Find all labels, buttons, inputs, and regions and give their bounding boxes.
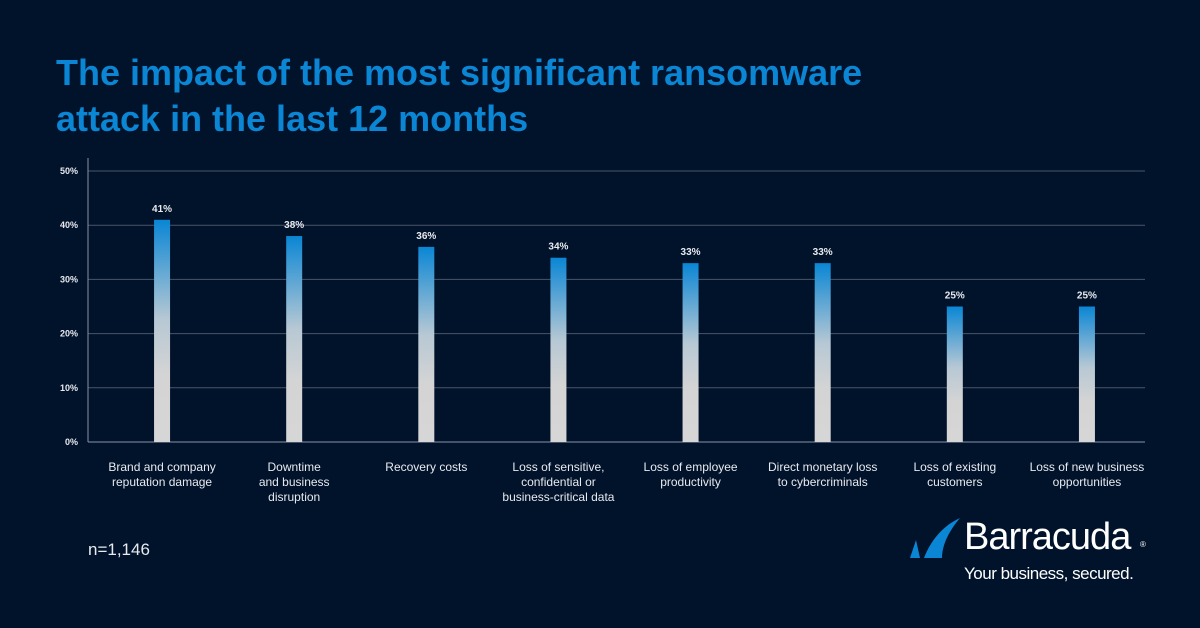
y-tick-label: 50%	[60, 166, 78, 176]
x-category-label-line: Loss of existing	[913, 460, 997, 474]
x-category-label: Downtime and business disruption	[229, 460, 359, 505]
bar	[946, 306, 963, 442]
y-tick-label: 40%	[60, 220, 78, 230]
y-tick-label: 10%	[60, 383, 78, 393]
x-category-label-line: Downtime	[267, 460, 321, 474]
data-label: 34%	[548, 242, 568, 253]
x-category-label-line: and business	[258, 475, 330, 489]
sample-size-note: n=1,146	[88, 540, 150, 559]
x-category-label-line: customers	[927, 475, 983, 489]
y-tick-label: 30%	[60, 274, 78, 284]
barracuda-logo: Barracuda ® Your business, secured.	[908, 516, 1148, 586]
y-tick-label: 0%	[65, 437, 78, 447]
chart-title: The impact of the most significant ranso…	[56, 52, 863, 139]
x-category-label-line: business-critical data	[502, 490, 615, 504]
y-tick-label: 20%	[60, 329, 78, 339]
x-category-label-line: Recovery costs	[385, 460, 468, 474]
x-category-label: Direct monetary loss to cybercriminals	[758, 460, 888, 490]
bar	[814, 263, 831, 442]
x-category-label-line: Loss of employee	[643, 460, 738, 474]
tagline: Your business, secured.	[964, 564, 1134, 583]
x-category-label: Loss of sensitive, confidential or busines…	[493, 460, 623, 505]
bar	[154, 219, 171, 442]
x-category-label-line: productivity	[660, 475, 721, 489]
bar	[550, 257, 567, 442]
data-label: 33%	[681, 247, 701, 258]
brand-name: Barracuda	[964, 516, 1131, 558]
data-label: 38%	[284, 220, 304, 231]
x-category-label-line: to cybercriminals	[777, 475, 868, 489]
data-label: 41%	[152, 204, 172, 215]
data-label: 36%	[416, 231, 436, 242]
bar	[418, 246, 435, 442]
x-category-label-line: Brand and company	[108, 460, 216, 474]
x-category-label: Loss of new business opportunities	[1022, 460, 1152, 490]
x-category-label: Brand and company reputation damage	[97, 460, 227, 490]
x-category-label-line: Loss of new business	[1029, 460, 1145, 474]
x-category-label-line: Direct monetary loss	[768, 460, 878, 474]
x-category-label-line: confidential or	[521, 475, 596, 489]
data-label: 25%	[945, 291, 965, 302]
registered-mark: ®	[1140, 540, 1146, 549]
bar	[1078, 306, 1095, 442]
x-category-label-line: opportunities	[1052, 475, 1122, 489]
x-category-label-line: disruption	[268, 490, 321, 504]
data-label: 25%	[1077, 291, 1097, 302]
bar	[682, 263, 699, 442]
x-category-label-line: Loss of sensitive,	[512, 460, 605, 474]
barracuda-fin-icon	[910, 518, 960, 558]
x-category-label: Loss of existing customers	[890, 460, 1020, 490]
bar	[286, 236, 303, 442]
x-category-label-line: reputation damage	[112, 475, 213, 489]
x-category-label: Recovery costs	[361, 460, 491, 475]
data-label: 33%	[813, 247, 833, 258]
x-category-label: Loss of employee productivity	[626, 460, 756, 490]
